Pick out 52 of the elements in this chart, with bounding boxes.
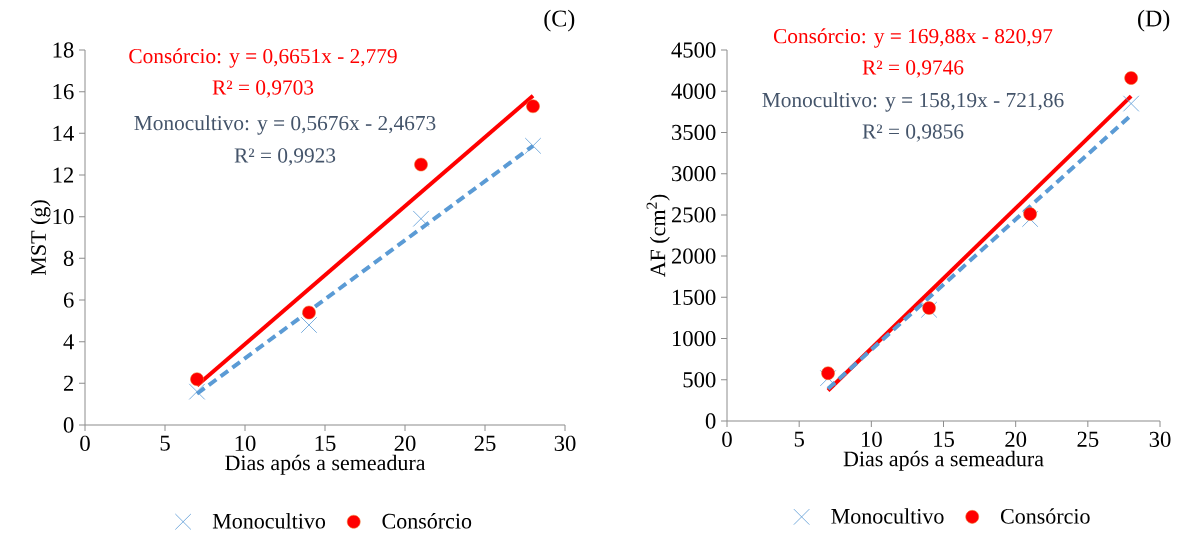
y-tick-label: 2	[63, 375, 74, 391]
y-tick-label: 1000	[672, 330, 716, 347]
y-tick-label: 10	[53, 209, 74, 225]
y-tick-label: 4000	[671, 83, 716, 99]
x-axis-title: Dias após a semeadura	[843, 450, 1044, 471]
y-tick-label: 6	[63, 292, 74, 308]
chart-title: (C)	[544, 9, 575, 32]
x-tick-label: 0	[722, 431, 732, 448]
y-tick-label: 12	[53, 167, 74, 183]
x-tick-label: 20	[1005, 431, 1027, 448]
annotation: R² = 0,9703	[212, 80, 314, 98]
y-axis-title: AF (cm$^{2}$)	[646, 194, 670, 278]
annotation: R² = 0,9746	[862, 60, 964, 78]
x-tick-label: 0	[80, 435, 90, 452]
y-tick-label: 4	[63, 334, 74, 350]
legend-label: Consórcio	[382, 513, 472, 529]
y-tick-label: 500	[683, 372, 716, 388]
y-tick-label: 2500	[671, 207, 716, 223]
chart-title: (D)	[1138, 9, 1170, 32]
text: Consórcio: y = 169,88x - 820,97	[773, 28, 1053, 48]
x-tick-label: 10	[861, 431, 882, 448]
x-tick-label: 15	[315, 435, 336, 451]
y-tick-label: 2000	[671, 248, 716, 264]
legend-label: Monocultivo	[831, 508, 944, 524]
y-axis-title: MST (g)	[30, 200, 51, 276]
y-tick-label: 14	[53, 125, 74, 141]
x-tick-label: 10	[235, 435, 256, 452]
annotation: R² = 0,9856	[862, 124, 964, 142]
x-tick-label: 5	[794, 431, 804, 447]
y-tick-label: 18	[53, 42, 74, 58]
y-tick-label: 0	[63, 417, 74, 433]
x-tick-label: 15	[934, 431, 954, 447]
legend-label: Monocultivo	[212, 513, 326, 529]
x-tick-label: 25	[1077, 431, 1099, 447]
x-tick-label: 5	[160, 435, 170, 451]
annotation: Monocultivo: y = 0,5676x - 2,4673	[134, 115, 436, 135]
x-axis-title: Dias após a semeadura	[225, 454, 426, 475]
x-tick-label: 25	[474, 435, 496, 451]
x-tick-label: 30	[554, 435, 576, 452]
x-tick-label: 30	[1149, 431, 1171, 448]
y-tick-label: 16	[53, 84, 74, 100]
y-tick-label: 3500	[672, 124, 716, 141]
legend-label: Consórcio	[1000, 508, 1090, 524]
y-tick-label: 0	[705, 413, 716, 429]
annotation: Consórcio: y = 0,6651x - 2,779	[129, 48, 397, 68]
y-tick-label: 8	[63, 250, 74, 266]
y-tick-label: 1500	[672, 289, 716, 305]
y-tick-label: 4500	[671, 42, 716, 58]
annotation: Monocultivo: y = 158,19x - 721,86	[762, 92, 1064, 112]
y-tick-label: 3000	[672, 166, 716, 182]
x-tick-label: 20	[394, 435, 416, 452]
annotation: R² = 0,9923	[234, 148, 336, 166]
